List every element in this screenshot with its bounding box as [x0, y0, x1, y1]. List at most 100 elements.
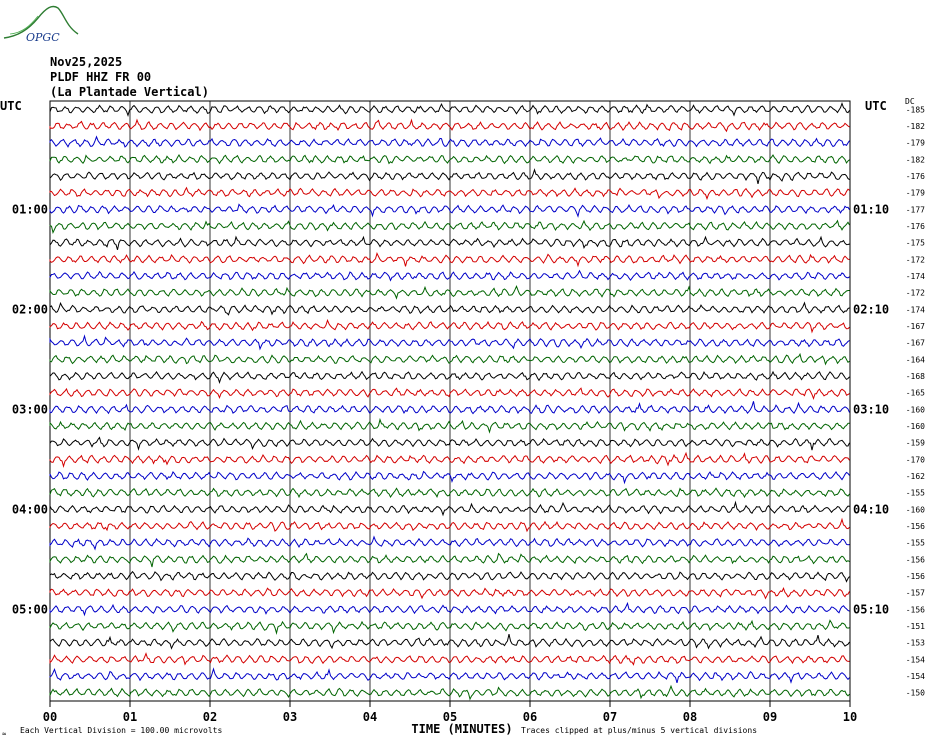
seismic-trace: [49, 387, 850, 401]
seismic-trace: [49, 436, 850, 451]
plot-axes: 00 01 02 03 04 05 06 07 08 09 10 -185 -182 -179 -182 -1…: [0, 97, 925, 738]
dc-offset-label: -160: [906, 405, 925, 414]
dc-offset-label: -177: [906, 205, 925, 214]
seismic-trace: [49, 535, 850, 551]
dc-offset-label: -176: [906, 222, 925, 231]
seismic-trace: [49, 269, 850, 282]
scale-symbol: ≈: [2, 730, 6, 738]
dc-offset-label: -174: [906, 305, 925, 314]
x-tick-label: 08: [683, 710, 697, 724]
dc-offset-label: -156: [906, 605, 925, 614]
trace-group: [49, 102, 850, 701]
opgc-logo: OPGC: [3, 5, 79, 44]
x-tick-label: 09: [763, 710, 777, 724]
seismic-trace: [49, 500, 850, 517]
dc-offset-label: -170: [906, 455, 925, 464]
seismic-trace: [49, 601, 850, 617]
dc-offset-label: -151: [906, 622, 925, 631]
x-tick-label: 01: [123, 710, 137, 724]
dc-offset-label: -154: [906, 655, 925, 664]
x-axis-label: TIME (MINUTES): [411, 722, 512, 736]
right-axis-title: UTC: [865, 99, 887, 113]
right-time-label: 03:10: [853, 402, 889, 416]
dc-offset-label: -176: [906, 172, 925, 181]
dc-offset-label: -153: [906, 639, 925, 648]
seismic-trace: [49, 284, 850, 300]
dc-offset-label: -167: [906, 322, 925, 331]
left-time-label: 05:00: [12, 602, 48, 616]
logo-text: OPGC: [26, 31, 60, 44]
left-time-label: 01:00: [12, 202, 48, 216]
seismic-trace: [49, 154, 850, 165]
seismic-trace: [49, 118, 850, 133]
dc-offset-label: -168: [906, 372, 925, 381]
seismic-trace: [49, 417, 850, 434]
x-tick-label: 06: [523, 710, 537, 724]
dc-offset-label: -155: [906, 489, 925, 498]
x-tick-label: 02: [203, 710, 217, 724]
dc-offset-label: -156: [906, 572, 925, 581]
seismic-trace: [49, 684, 850, 701]
seismic-trace: [49, 135, 850, 148]
x-tick-label: 00: [43, 710, 57, 724]
seismic-trace: [49, 552, 850, 568]
right-time-label: 01:10: [853, 202, 889, 216]
station-label: PLDF HHZ FR 00: [50, 70, 152, 84]
seismic-trace: [49, 318, 850, 334]
dc-offset-label: -157: [906, 589, 925, 598]
dc-offset-label: -182: [906, 155, 925, 164]
clip-note: Traces clipped at plus/minus 5 vertical …: [521, 726, 757, 735]
x-tick-label: 10: [843, 710, 857, 724]
seismic-trace: [49, 470, 850, 485]
x-tick-label: 07: [603, 710, 617, 724]
date-label: Nov25,2025: [50, 55, 123, 69]
seismic-trace: [49, 186, 850, 201]
seismic-trace: [49, 401, 850, 415]
seismic-trace: [49, 587, 850, 600]
right-time-label: 04:10: [853, 502, 889, 516]
left-time-label: 03:00: [12, 402, 48, 416]
dc-offset-label: -155: [906, 539, 925, 548]
dc-offset-label: -162: [906, 472, 925, 481]
x-tick-label: 04: [363, 710, 377, 724]
seismic-trace: [49, 334, 850, 351]
seismic-trace: [49, 235, 850, 250]
dc-offset-label: -182: [906, 122, 925, 131]
seismic-trace: [49, 633, 850, 650]
x-tick-label: 05: [443, 710, 457, 724]
left-axis-title: UTC: [0, 99, 22, 113]
seismic-trace: [49, 219, 850, 234]
seismic-trace: [49, 667, 850, 684]
seismic-trace: [49, 251, 850, 268]
dc-offset-label: -160: [906, 422, 925, 431]
dc-offset-label: -167: [906, 339, 925, 348]
scale-note: Each Vertical Division = 100.00 microvol…: [20, 726, 222, 735]
dc-offset-label: -160: [906, 505, 925, 514]
right-time-label: 02:10: [853, 302, 889, 316]
seismic-trace: [49, 370, 850, 384]
seismic-trace: [49, 487, 850, 499]
seismic-trace: [49, 652, 850, 666]
seismic-trace: [49, 570, 850, 583]
dc-offset-label: -150: [906, 689, 925, 698]
dc-offset-label: -156: [906, 555, 925, 564]
seismic-trace: [49, 451, 850, 469]
dc-offset-label: -154: [906, 672, 925, 681]
dc-offset-label: -185: [906, 105, 925, 114]
seismic-trace: [49, 301, 850, 316]
left-time-label: 04:00: [12, 502, 48, 516]
seismic-trace: [49, 102, 850, 118]
location-label: (La Plantade Vertical): [50, 85, 209, 99]
dc-offset-label: -172: [906, 289, 925, 298]
seismic-trace: [49, 168, 850, 185]
dc-title: DC: [905, 97, 915, 106]
right-time-label: 05:10: [853, 602, 889, 616]
dc-offset-label: -179: [906, 189, 925, 198]
dc-offset-label: -179: [906, 139, 925, 148]
x-tick-label: 03: [283, 710, 297, 724]
dc-offset-label: -165: [906, 389, 925, 398]
seismic-trace: [49, 517, 850, 533]
seismic-trace: [49, 619, 850, 635]
dc-offset-label: -175: [906, 239, 925, 248]
